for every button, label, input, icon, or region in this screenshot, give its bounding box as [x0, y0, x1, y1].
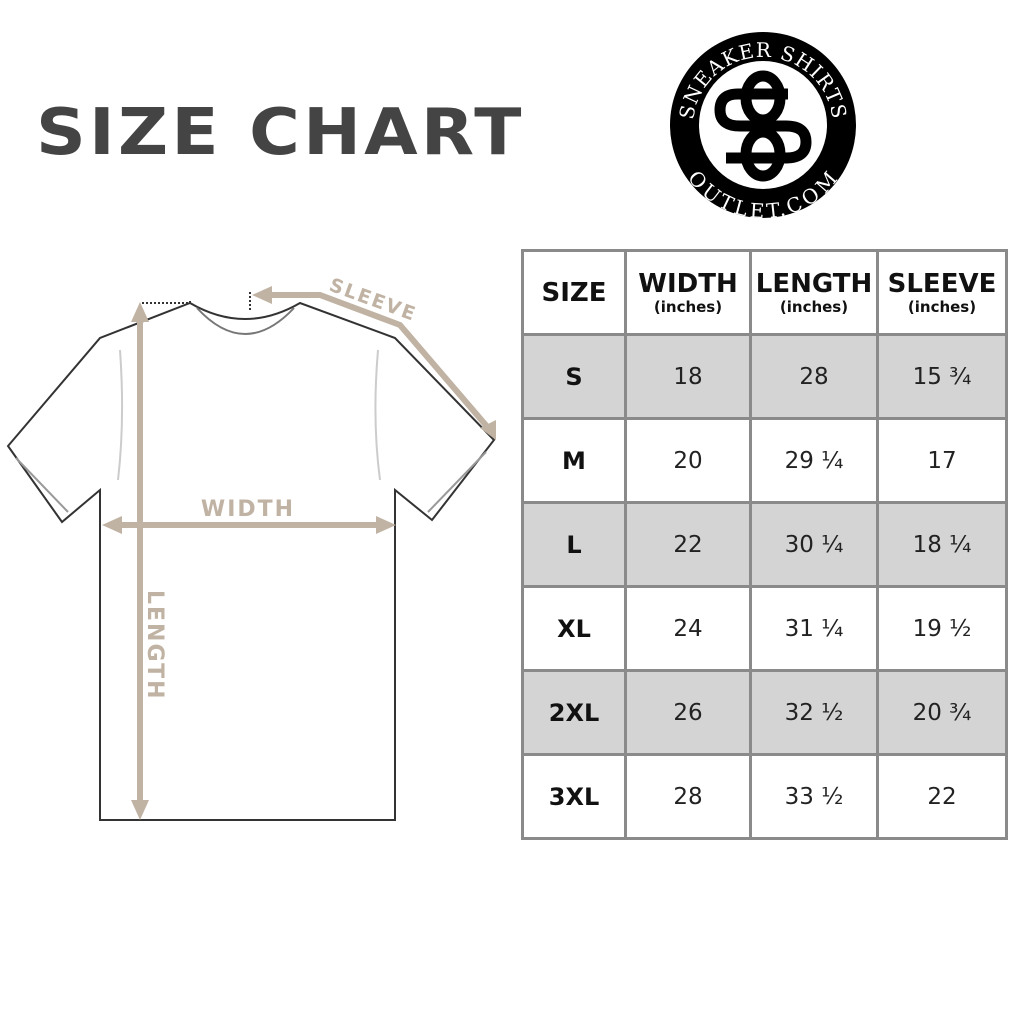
tshirt-diagram: WIDTH LENGTH SLEEVE	[6, 274, 496, 821]
table-row: S 18 28 15 ¾	[521, 333, 1008, 420]
header-length: LENGTH (inches)	[749, 249, 879, 336]
table-header-row: SIZE WIDTH (inches) LENGTH (inches) SLEEVE…	[521, 249, 1008, 336]
monogram-icon	[714, 70, 812, 182]
table-row: M 20 29 ¼ 17	[521, 417, 1008, 504]
size-table: SIZE WIDTH (inches) LENGTH (inches) SLEEVE…	[521, 249, 1008, 840]
brand-logo: SNEAKER SHIRTS OUTLET.COM	[670, 32, 856, 222]
table-row: 2XL 26 32 ½ 20 ¾	[521, 669, 1008, 756]
table-row: 3XL 28 33 ½ 22	[521, 753, 1008, 840]
header-width: WIDTH (inches)	[624, 249, 752, 336]
page-title: SIZE CHART	[36, 96, 525, 170]
measure-arrows	[102, 286, 496, 820]
tshirt-outline	[6, 292, 496, 821]
width-label: WIDTH	[201, 497, 295, 522]
header-sleeve: SLEEVE (inches)	[876, 249, 1008, 336]
length-label: LENGTH	[142, 590, 167, 701]
table-row: L 22 30 ¼ 18 ¼	[521, 501, 1008, 588]
header-size: SIZE	[521, 249, 627, 336]
table-row: XL 24 31 ¼ 19 ½	[521, 585, 1008, 672]
